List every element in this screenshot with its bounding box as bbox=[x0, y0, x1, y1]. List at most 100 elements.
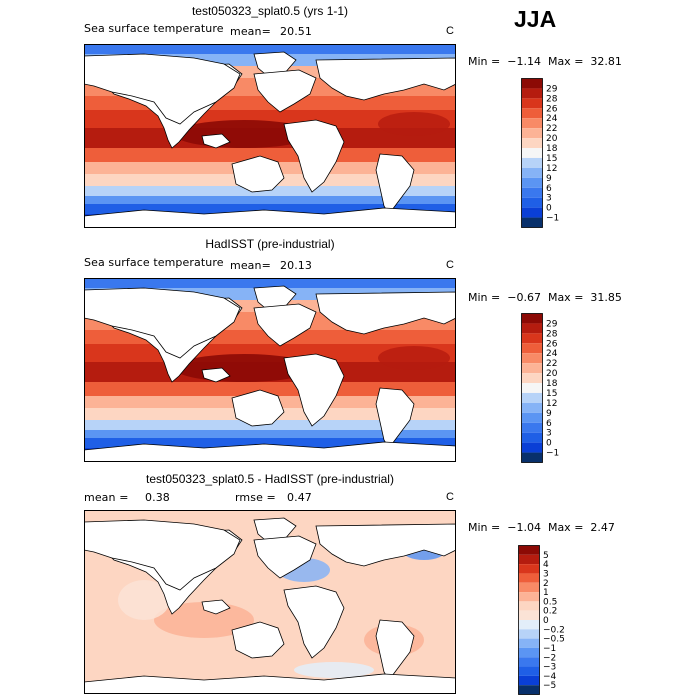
colorbar-tick-label: 0 bbox=[546, 204, 552, 214]
colorbar-tick-label: 3 bbox=[546, 194, 552, 204]
panel2-max-value: 31.85 bbox=[590, 291, 622, 304]
panel3-unit: C bbox=[446, 491, 454, 503]
colorbar-tick-label: 24 bbox=[546, 349, 558, 359]
panel2-mean-value: 20.13 bbox=[280, 259, 312, 272]
panel3-mean-label: mean = bbox=[84, 491, 129, 504]
colorbar-swatch bbox=[521, 98, 543, 109]
panel1-mean-value: 20.51 bbox=[280, 25, 312, 38]
panel3-map bbox=[84, 510, 456, 694]
colorbar-swatch bbox=[521, 88, 543, 99]
map-frame bbox=[84, 44, 456, 228]
colorbar-swatch bbox=[521, 313, 543, 324]
land-south-america bbox=[375, 619, 415, 681]
land-south-america bbox=[375, 153, 415, 215]
colorbar-tick-label: 15 bbox=[546, 389, 557, 399]
colorbar-swatch bbox=[518, 666, 540, 676]
colorbar-tick-label: 0 bbox=[543, 616, 549, 626]
map-frame bbox=[84, 510, 456, 694]
panel2-max-label: Max = bbox=[547, 291, 584, 304]
colorbar-tick-label: 20 bbox=[546, 134, 558, 144]
land-europe bbox=[253, 303, 317, 347]
colorbar-swatch bbox=[521, 422, 543, 433]
colorbar-swatch bbox=[518, 629, 540, 639]
colorbar-tick-label: −3 bbox=[543, 663, 556, 673]
colorbar-swatch bbox=[521, 138, 543, 149]
sst-band bbox=[84, 382, 456, 396]
colorbar-border bbox=[521, 78, 543, 228]
land-south-america bbox=[375, 387, 415, 449]
panel1-max-value: 32.81 bbox=[590, 55, 622, 68]
sst-band bbox=[84, 430, 456, 438]
colorbar-tick-label: 9 bbox=[546, 409, 552, 419]
colorbar-tick-label: 4 bbox=[543, 560, 549, 570]
panel1-min-label: Min = bbox=[468, 55, 501, 68]
colorbar-swatch bbox=[521, 108, 543, 119]
panel1-unit: C bbox=[446, 25, 454, 37]
panel3-rmse-label: rmse = bbox=[235, 491, 276, 504]
panel1-title: test050323_splat0.5 (yrs 1-1) bbox=[191, 4, 349, 18]
colorbar-tick-label: −2 bbox=[543, 653, 556, 663]
panel3-title: test050323_splat0.5 - HadISST (pre-indus… bbox=[146, 472, 394, 486]
colorbar-swatch bbox=[521, 128, 543, 139]
panel3-mean-value: 0.38 bbox=[145, 491, 170, 504]
colorbar-swatch bbox=[521, 187, 543, 198]
colorbar-swatch bbox=[518, 610, 540, 620]
colorbar-swatch bbox=[521, 343, 543, 354]
colorbar-tick-label: 18 bbox=[546, 379, 558, 389]
land-indonesia bbox=[201, 599, 231, 615]
colorbar-tick-label: 2 bbox=[543, 579, 549, 589]
panel1-max-label: Max = bbox=[547, 55, 584, 68]
panel2-title: HadISST (pre-industrial) bbox=[205, 237, 335, 251]
sst-band bbox=[84, 438, 456, 448]
colorbar-tick-label: 29 bbox=[546, 84, 558, 94]
land-antarctica bbox=[84, 441, 456, 462]
colorbar-swatch bbox=[518, 601, 540, 611]
colorbar-tick-label: 9 bbox=[546, 174, 552, 184]
colorbar-tick-label: 26 bbox=[546, 104, 558, 114]
sst-band bbox=[84, 196, 456, 204]
land-africa bbox=[283, 353, 345, 427]
colorbar-tick-label: 0.5 bbox=[543, 597, 557, 607]
panel3-rmse-value: 0.47 bbox=[287, 491, 312, 504]
colorbar-swatch bbox=[521, 402, 543, 413]
sst-band bbox=[84, 420, 456, 430]
colorbar-swatch bbox=[518, 545, 540, 555]
colorbar-swatch bbox=[521, 363, 543, 374]
colorbar-swatch bbox=[518, 573, 540, 583]
atlantic-warm-region bbox=[378, 112, 450, 136]
land-australia bbox=[231, 389, 285, 427]
colorbar-swatch bbox=[521, 217, 543, 228]
colorbar-border bbox=[518, 545, 540, 695]
land-australia bbox=[231, 621, 285, 659]
land-asia-east bbox=[315, 57, 456, 101]
colorbar-tick-label: 0.2 bbox=[543, 607, 557, 617]
panel1-map bbox=[84, 44, 456, 228]
panel1-min-value: −1.14 bbox=[507, 55, 541, 68]
colorbar-tick-label: −0.5 bbox=[543, 635, 565, 645]
colorbar-tick-label: 12 bbox=[546, 164, 557, 174]
colorbar-tick-label: 26 bbox=[546, 339, 558, 349]
colorbar-swatch bbox=[521, 412, 543, 423]
sst-band bbox=[84, 148, 456, 162]
colorbar-swatch bbox=[521, 333, 543, 344]
land-africa bbox=[283, 119, 345, 193]
colorbar-swatch bbox=[518, 620, 540, 630]
colorbar-swatch bbox=[521, 197, 543, 208]
anomaly-patch bbox=[118, 580, 170, 620]
panel3-minmax: Min = −1.04 Max = 2.47 bbox=[468, 521, 615, 534]
colorbar-border bbox=[521, 313, 543, 463]
map-canvas bbox=[84, 278, 456, 462]
colorbar-tick-label: 3 bbox=[543, 569, 549, 579]
panel3-colorbar: 5 4 3 2 1 0.5 0.2 0 −0.2 −0.5 −1 −2 −3 −4 −5 bbox=[518, 545, 578, 696]
sst-band bbox=[84, 204, 456, 214]
colorbar-swatch bbox=[518, 657, 540, 667]
colorbar-swatch bbox=[521, 167, 543, 178]
colorbar-tick-label: −5 bbox=[543, 681, 556, 691]
colorbar-tick-label: 28 bbox=[546, 329, 558, 339]
land-indonesia bbox=[201, 367, 231, 383]
colorbar-tick-label: 29 bbox=[546, 319, 558, 329]
atlantic-warm-region bbox=[378, 346, 450, 370]
panel1-mean-label: mean= bbox=[230, 25, 271, 38]
